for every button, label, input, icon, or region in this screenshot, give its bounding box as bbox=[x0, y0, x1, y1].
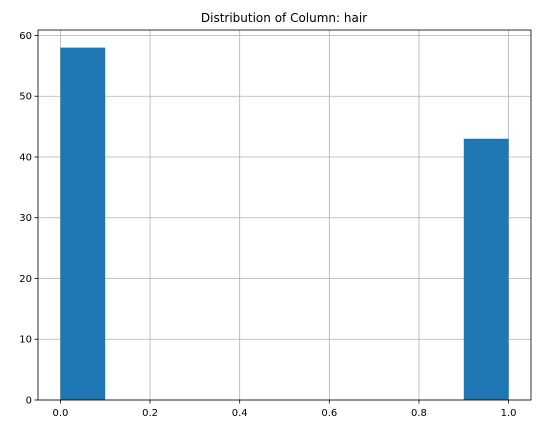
plot-frame bbox=[37, 29, 532, 401]
y-tick-label: 30 bbox=[19, 213, 32, 224]
bar-layer bbox=[60, 47, 509, 400]
x-tick-label: 0.0 bbox=[52, 408, 68, 419]
x-tick-label: 0.6 bbox=[321, 408, 337, 419]
histogram-bar bbox=[463, 138, 509, 400]
tick-labels: 0.0 0.2 0.4 0.6 0.8 1.0 0 10 20 30 40 50 60 bbox=[19, 31, 516, 419]
x-tick-label: 0.4 bbox=[232, 408, 248, 419]
histogram-bar bbox=[60, 47, 106, 400]
y-tick-label: 40 bbox=[19, 152, 32, 163]
y-tick-label: 20 bbox=[19, 274, 32, 285]
y-tick-label: 50 bbox=[19, 92, 32, 103]
y-tick-label: 0 bbox=[26, 396, 32, 407]
x-tick-label: 1.0 bbox=[501, 408, 517, 419]
axes bbox=[34, 29, 532, 404]
y-tick-label: 60 bbox=[19, 31, 32, 42]
x-tick-label: 0.2 bbox=[142, 408, 158, 419]
chart-title: Distribution of Column: hair bbox=[201, 11, 367, 25]
x-tick-label: 0.8 bbox=[411, 408, 427, 419]
grid-layer bbox=[38, 30, 531, 401]
y-tick-label: 10 bbox=[19, 335, 32, 346]
